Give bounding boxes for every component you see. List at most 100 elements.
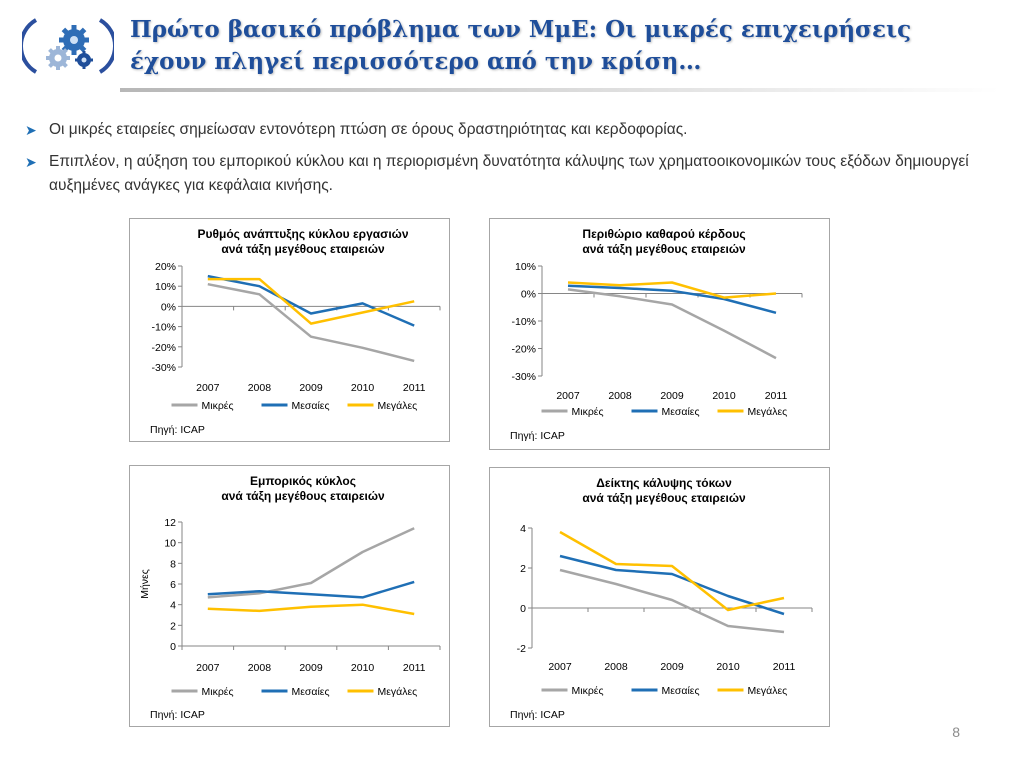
x-tick-label: 2008 [248,382,272,394]
slide-title-line-1: Πρώτο βασικό πρόβλημα των ΜμΕ: Οι μικρές… [130,16,912,43]
y-tick-label: 2 [170,620,176,632]
arrow-bullet-icon: ➤ [25,154,37,170]
series-line-large [207,603,415,616]
x-tick-label: 2010 [716,661,740,673]
y-tick-label: -30% [511,371,536,383]
chart-title-line: Εμπορικός κύκλος [250,474,356,488]
series-line-small [207,527,415,599]
chart-title-line: ανά τάξη μεγέθους εταιρειών [221,489,385,503]
y-axis-title: Μήνες [139,569,151,599]
legend-label: Μεσαίες [292,400,330,412]
bullet-item: ➤ Οι μικρές εταιρείες σημείωσαν εντονότε… [25,118,1005,142]
chart-source: Πηγή: ICAP [510,430,565,442]
y-tick-label: -10% [151,322,176,334]
legend-label: Μεγάλες [748,685,788,697]
legend-label: Μικρές [572,685,604,697]
gears-logo-icon [18,10,118,82]
chart-source: Πηνή: ICAP [510,709,565,721]
chart-title-line: Ρυθμός ανάπτυξης κύκλου εργασιών [198,227,409,241]
series-line-small [567,288,777,360]
chart-interest-coverage: Δείκτης κάλυψης τόκων ανά τάξη μεγέθους ε… [489,467,830,727]
legend-label: Μεγάλες [748,406,788,418]
series-line-small [207,282,415,363]
series-line-large [207,277,415,325]
x-tick-label: 2009 [299,382,323,394]
chart-source: Πηνή: ICAP [150,709,205,721]
series-line-small [559,568,785,634]
x-tick-label: 2010 [351,662,375,674]
y-tick-label: -30% [151,362,176,374]
y-tick-label: -20% [511,344,536,356]
x-tick-label: 2009 [660,661,684,673]
slide-title-line-2: έχουν πληγεί περισσότερο από την κρίση… [130,48,702,75]
chart-title-line: ανά τάξη μεγέθους εταιρειών [582,491,746,505]
y-tick-label: -20% [151,342,176,354]
y-tick-label: 10 [164,538,176,550]
y-tick-label: 8 [170,558,176,570]
bullet-text: Οι μικρές εταιρείες σημείωσαν εντονότερη… [49,121,688,138]
y-tick-label: 12 [164,517,176,529]
arrow-bullet-icon: ➤ [25,122,37,138]
chart-net-profit-margin: Περιθώριο καθαρού κέρδους ανά τάξη μεγέθο… [489,218,830,450]
y-tick-label: 10% [515,261,536,273]
x-tick-label: 2009 [660,390,684,402]
y-tick-label: 20% [155,261,176,273]
y-tick-label: 0% [161,301,176,313]
x-tick-label: 2008 [608,390,632,402]
series-line-medium [207,274,415,327]
title-divider [120,88,1000,92]
x-tick-label: 2008 [248,662,272,674]
series-line-medium [567,284,777,315]
chart-title-line: Δείκτης κάλυψης τόκων [596,476,732,490]
chart-turnover-growth: Ρυθμός ανάπτυξης κύκλου εργασιών ανά τάξη… [129,218,450,442]
y-tick-label: 0 [170,641,176,653]
series-line-medium [207,580,415,599]
y-tick-label: 4 [520,523,526,535]
y-tick-label: 0% [521,289,536,301]
chart-title-line: ανά τάξη μεγέθους εταιρειών [221,242,385,256]
x-tick-label: 2011 [765,390,788,402]
slide-title: Πρώτο βασικό πρόβλημα των ΜμΕ: Οι μικρές… [130,14,1000,78]
legend-label: Μεσαίες [662,406,700,418]
legend-label: Μικρές [202,400,234,412]
series-line-medium [559,554,785,616]
bullet-list: ➤ Οι μικρές εταιρείες σημείωσαν εντονότε… [25,118,1005,206]
y-tick-label: 6 [170,579,176,591]
x-tick-label: 2007 [556,390,580,402]
x-tick-label: 2011 [403,382,426,394]
series-line-large [559,530,785,612]
x-tick-label: 2010 [351,382,375,394]
chart-trade-cycle: Εμπορικός κύκλος ανά τάξη μεγέθους εταιρε… [129,465,450,727]
x-tick-label: 2008 [604,661,628,673]
bullet-item: ➤ Επιπλέον, η αύξηση του εμπορικού κύκλο… [25,150,1005,198]
x-tick-label: 2007 [548,661,572,673]
legend-label: Μεγάλες [378,400,418,412]
x-tick-label: 2010 [712,390,736,402]
legend-label: Μικρές [572,406,604,418]
legend-label: Μεσαίες [662,685,700,697]
x-tick-label: 2009 [299,662,323,674]
y-tick-label: 2 [520,563,526,575]
bullet-text: Επιπλέον, η αύξηση του εμπορικού κύκλου … [49,153,969,194]
legend-label: Μεγάλες [378,686,418,698]
x-tick-label: 2011 [773,661,796,673]
chart-title-line: Περιθώριο καθαρού κέρδους [582,227,745,241]
y-tick-label: -10% [511,316,536,328]
legend-label: Μικρές [202,686,234,698]
legend-label: Μεσαίες [292,686,330,698]
chart-source: Πηγή: ICAP [150,424,205,436]
page-number: 8 [952,724,960,740]
x-tick-label: 2011 [403,662,426,674]
chart-title-line: ανά τάξη μεγέθους εταιρειών [582,242,746,256]
x-tick-label: 2007 [196,382,220,394]
y-tick-label: 10% [155,281,176,293]
x-tick-label: 2007 [196,662,220,674]
series-line-large [567,281,777,299]
y-tick-label: 0 [520,603,526,615]
y-tick-label: 4 [170,600,176,612]
y-tick-label: -2 [517,643,526,655]
